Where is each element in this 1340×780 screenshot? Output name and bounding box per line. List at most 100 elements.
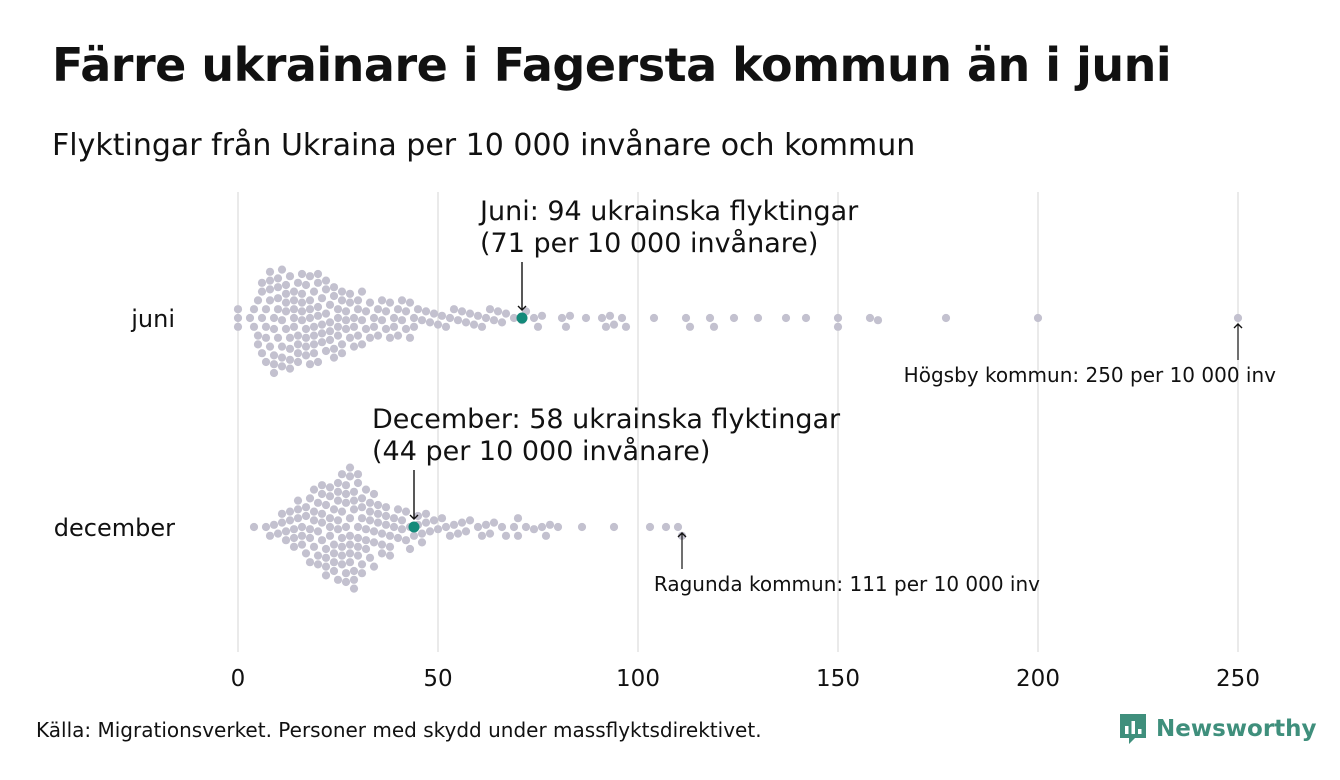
data-point (381, 324, 391, 334)
data-point (645, 522, 655, 532)
data-point (333, 305, 343, 314)
data-point (305, 360, 315, 369)
data-point (441, 322, 451, 331)
data-point (405, 298, 415, 307)
data-point (373, 305, 383, 314)
data-point (377, 529, 387, 538)
data-point (285, 333, 295, 342)
data-point (389, 313, 399, 323)
data-point (313, 302, 323, 312)
data-point (373, 518, 383, 527)
data-point (381, 520, 391, 529)
data-point (353, 533, 363, 543)
data-point (281, 324, 291, 334)
data-point (321, 276, 331, 285)
data-point (401, 507, 411, 516)
data-point (309, 340, 319, 349)
data-point (373, 509, 383, 518)
data-point (261, 522, 271, 532)
data-point (349, 496, 359, 505)
data-point (333, 478, 343, 488)
data-point (313, 357, 323, 367)
data-point (333, 322, 343, 331)
data-point (281, 280, 291, 290)
x-tick-label: 150 (816, 666, 860, 692)
data-point (297, 289, 307, 298)
highlight-annotation-line: December: 58 ukrainska flyktingar (372, 404, 841, 435)
data-point (313, 560, 323, 569)
data-point (429, 309, 439, 318)
data-point (393, 505, 403, 514)
data-point (361, 544, 371, 554)
data-point (361, 307, 371, 316)
data-point (305, 305, 315, 314)
data-point (345, 540, 355, 549)
brand-name: Newsworthy (1156, 716, 1317, 742)
data-point (233, 313, 243, 323)
data-point (289, 313, 299, 323)
data-point (369, 313, 379, 323)
data-point (485, 305, 495, 314)
data-point (397, 296, 407, 305)
data-point (801, 313, 811, 323)
data-point (293, 357, 303, 367)
data-point (277, 265, 287, 274)
data-point (365, 516, 375, 525)
data-point (349, 584, 359, 593)
data-point (401, 324, 411, 334)
data-point (685, 322, 695, 331)
data-point (457, 307, 467, 316)
data-point (565, 311, 575, 320)
data-point (329, 540, 339, 549)
data-point (333, 516, 343, 525)
data-point (345, 463, 355, 472)
data-point (497, 522, 507, 532)
data-point (301, 511, 311, 521)
data-point (281, 298, 291, 307)
highlight-point (516, 312, 528, 324)
data-point (329, 344, 339, 353)
data-point (337, 287, 347, 296)
data-point (293, 505, 303, 514)
data-point (337, 551, 347, 560)
data-point (365, 507, 375, 516)
data-point (293, 340, 303, 349)
data-point (409, 313, 419, 323)
data-point (521, 522, 531, 532)
data-point (361, 324, 371, 334)
data-point (597, 313, 607, 323)
data-point (317, 509, 327, 518)
data-point (301, 549, 311, 558)
data-point (337, 560, 347, 569)
data-point (313, 498, 323, 507)
data-point (281, 536, 291, 545)
data-point (361, 525, 371, 534)
data-point (1233, 313, 1243, 323)
data-point (873, 316, 883, 325)
data-point (477, 531, 487, 540)
chart-title: Färre ukrainare i Fagersta kommun än i j… (52, 38, 1172, 92)
data-point (313, 311, 323, 320)
data-point (357, 316, 367, 325)
data-point (325, 522, 335, 532)
data-point (285, 364, 295, 373)
data-point (317, 489, 327, 499)
data-point (309, 542, 319, 551)
data-point (433, 320, 443, 329)
data-point (373, 331, 383, 340)
data-point (341, 316, 351, 325)
data-point (393, 533, 403, 543)
data-point (345, 558, 355, 567)
source-note: Källa: Migrationsverket. Personer med sk… (36, 718, 762, 742)
data-point (341, 522, 351, 532)
data-point (393, 305, 403, 314)
data-point (341, 569, 351, 578)
data-point (341, 489, 351, 499)
data-point (297, 522, 307, 532)
data-point (245, 313, 255, 323)
data-point (261, 357, 271, 367)
data-point (377, 296, 387, 305)
data-point (373, 500, 383, 510)
data-point (265, 531, 275, 540)
data-point (509, 313, 519, 323)
